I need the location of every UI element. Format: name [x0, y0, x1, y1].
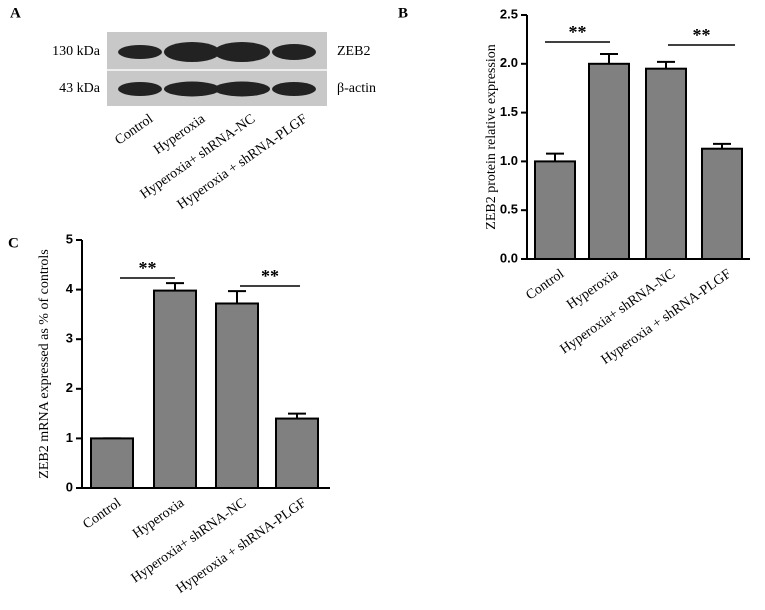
bar — [90, 437, 134, 489]
y-tick-label: 2.5 — [500, 6, 518, 21]
band — [164, 81, 220, 97]
y-tick-label: 2 — [66, 380, 73, 395]
x-tick-label: Hyperoxia — [130, 495, 188, 542]
significance-label: ** — [139, 258, 157, 278]
band-name: β-actin — [337, 81, 376, 96]
band-size: 130 kDa — [52, 44, 101, 59]
bar — [215, 302, 259, 489]
y-tick-label: 3 — [66, 331, 73, 346]
y-tick-label: 0.5 — [500, 202, 518, 217]
significance-label: ** — [569, 22, 587, 42]
y-tick-label: 4 — [66, 281, 74, 296]
band — [118, 82, 162, 96]
band — [164, 42, 220, 62]
y-axis-title: ZEB2 mRNA expressed as % of controls — [37, 249, 52, 478]
y-axis-title: ZEB2 protein relative expression — [484, 44, 499, 229]
bar — [153, 289, 197, 490]
x-tick-label: Control — [80, 496, 124, 533]
bar — [588, 62, 630, 260]
band-name: ZEB2 — [337, 44, 370, 59]
y-tick-label: 2.0 — [500, 55, 518, 70]
bar — [534, 160, 576, 260]
y-tick-label: 1 — [66, 430, 73, 445]
panel-label: C — [8, 235, 19, 251]
bar — [275, 417, 319, 489]
band — [214, 81, 270, 97]
band — [272, 82, 316, 96]
panel-label: A — [10, 5, 21, 21]
bar — [701, 147, 743, 261]
y-tick-label: 1.0 — [500, 153, 518, 168]
y-tick-label: 0 — [66, 479, 73, 494]
x-tick-label: Control — [523, 267, 567, 304]
y-tick-label: 1.5 — [500, 104, 518, 119]
bar — [645, 67, 687, 261]
band — [214, 42, 270, 62]
band — [272, 44, 316, 60]
band-size: 43 kDa — [59, 81, 101, 96]
panel-label: B — [398, 5, 408, 21]
blot — [118, 42, 316, 97]
significance-label: ** — [693, 25, 711, 45]
band — [118, 45, 162, 59]
y-tick-label: 5 — [66, 231, 73, 246]
lane-label: Control — [112, 112, 156, 149]
y-tick-label: 0.0 — [500, 250, 518, 265]
significance-label: ** — [261, 266, 279, 286]
